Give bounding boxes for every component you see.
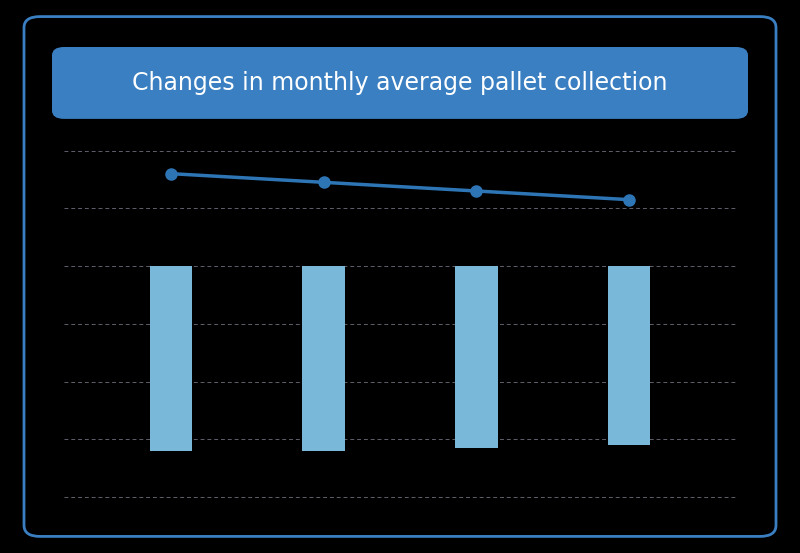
Bar (455, 266, 498, 448)
Text: Changes in monthly average pallet collection: Changes in monthly average pallet collec… (132, 71, 668, 95)
Bar (150, 266, 192, 451)
Bar (302, 266, 345, 451)
Bar (608, 266, 650, 445)
